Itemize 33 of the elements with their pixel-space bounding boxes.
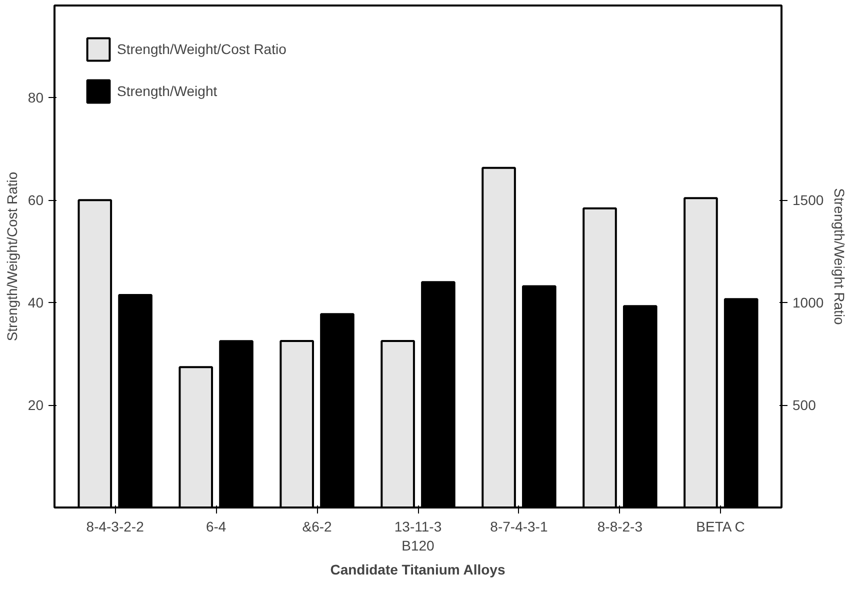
x-axis-title: Candidate Titanium Alloys: [330, 562, 506, 578]
x-tick-label: 8-4-3-2-2: [86, 518, 144, 534]
y2-tick-label: 1500: [792, 192, 824, 208]
y-tick-label: 40: [28, 294, 44, 311]
x-tick-label: 8-8-2-3: [597, 518, 643, 534]
bar: [684, 197, 718, 508]
y-axis-title: Strength/Weight/Cost Ratio: [4, 172, 20, 342]
x-tick-label: 6-4: [206, 518, 226, 534]
bar: [178, 366, 214, 508]
legend-label: Strength/Weight/Cost Ratio: [117, 41, 286, 57]
x-tick-label: 8-7-4-3-1: [490, 518, 548, 534]
bar: [522, 285, 556, 508]
bar: [724, 298, 758, 508]
y-tick-label: 80: [28, 90, 44, 106]
bar: [482, 166, 516, 508]
bar: [219, 340, 254, 508]
bar: [78, 199, 112, 508]
bar: [421, 281, 456, 508]
bar: [380, 340, 415, 508]
y-tick-label: 20: [28, 397, 44, 414]
bar: [582, 207, 617, 508]
legend-label: Strength/Weight: [117, 83, 218, 99]
x-tick-label: BETA C: [696, 518, 745, 534]
y2-tick-label: 500: [792, 397, 816, 414]
x-tick-label: 13-11-3 B120: [394, 518, 442, 554]
bar: [622, 305, 658, 508]
y2-tick-label: 1000: [792, 294, 824, 311]
bar: [118, 294, 152, 508]
y-tick-label: 60: [28, 192, 44, 208]
x-tick-label: &6-2: [302, 518, 332, 534]
bar: [320, 313, 354, 508]
bar: [280, 340, 314, 508]
y2-axis-title: Strength/Weight Ratio: [832, 188, 848, 326]
